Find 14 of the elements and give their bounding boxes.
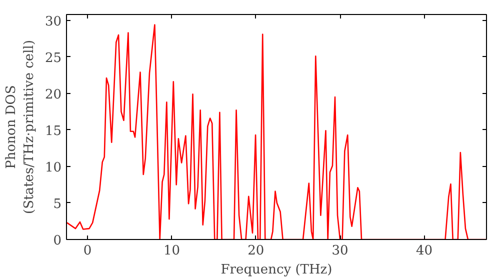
y-tick-label: 0 xyxy=(53,234,62,248)
x-tick-label: 10 xyxy=(163,244,180,258)
y-tick-label: 5 xyxy=(53,196,62,212)
y-axis-title: Phonon DOS (States/THz·primitive cell) xyxy=(4,40,37,214)
y-tick-label: 20 xyxy=(44,87,62,102)
x-tick-label: 40 xyxy=(416,244,432,258)
y-tick-label: 10 xyxy=(44,160,62,176)
y-tick-label: 30 xyxy=(44,14,62,30)
x-tick-label: 20 xyxy=(248,244,264,258)
y-tick-label: 15 xyxy=(44,124,62,139)
x-axis-title: Frequency (THz) xyxy=(220,262,332,278)
y-tick-label: 25 xyxy=(44,50,62,66)
x-tick-label: 0 xyxy=(83,244,92,258)
x-tick-label: 30 xyxy=(332,244,348,258)
